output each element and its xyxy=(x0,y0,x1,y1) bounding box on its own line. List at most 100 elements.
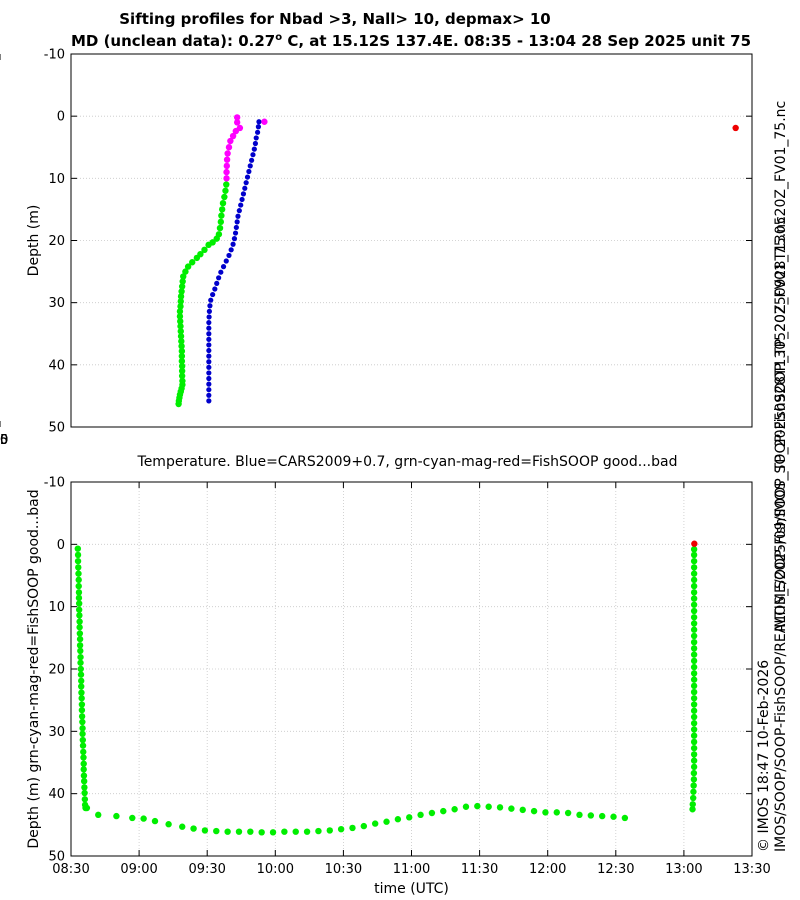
title-text-rest: C, at 15.12S 137.4E. 08:35 - 13:04 28 Se… xyxy=(282,32,752,50)
data-point-green xyxy=(690,551,698,559)
data-point-green xyxy=(176,308,184,315)
x-tick-label: 45 xyxy=(0,433,8,448)
side-path: IMOS/SOOP/SOOP-FishSOOP/REALTIME/2025/09… xyxy=(773,100,789,852)
data-point-green xyxy=(519,806,526,814)
data-point-blue xyxy=(210,291,216,298)
data-point-green xyxy=(78,713,86,720)
data-point-green xyxy=(690,626,698,633)
data-point-green xyxy=(690,632,698,640)
data-point-green xyxy=(216,224,224,232)
data-point-green xyxy=(81,796,89,803)
data-point-green xyxy=(213,235,220,242)
data-point-green xyxy=(224,828,231,835)
data-point-green xyxy=(690,776,698,783)
data-point-green xyxy=(587,812,595,819)
data-point-blue xyxy=(223,258,229,264)
data-point-green xyxy=(508,805,515,812)
data-point-green xyxy=(78,683,85,690)
data-point-green xyxy=(496,804,504,811)
y-axis-label: Depth (m) xyxy=(26,205,42,277)
data-point-blue xyxy=(232,230,239,236)
data-point-green xyxy=(77,647,84,655)
data-point-green xyxy=(690,576,698,584)
data-point-blue xyxy=(252,140,259,147)
data-point-green xyxy=(83,804,91,812)
data-point-green xyxy=(218,206,226,213)
data-point-green xyxy=(598,812,606,820)
data-point-blue xyxy=(208,297,214,303)
data-point-green xyxy=(690,682,698,690)
data-point-green xyxy=(177,298,184,305)
data-point-green xyxy=(79,736,87,744)
data-point-blue xyxy=(246,168,252,175)
data-point-green xyxy=(690,751,698,758)
y-tick-label: 50 xyxy=(48,850,65,865)
data-point-green xyxy=(76,612,83,619)
x-tick-label: 12:30 xyxy=(597,862,634,877)
data-point-green xyxy=(77,665,84,673)
data-point-blue xyxy=(206,331,212,337)
data-point-green xyxy=(690,732,698,739)
data-point-green xyxy=(690,769,698,777)
x-axis-label: time (UTC) xyxy=(374,881,449,897)
data-point-blue xyxy=(206,336,212,342)
data-point-green xyxy=(78,689,85,696)
data-point-green xyxy=(221,193,228,201)
data-point-green xyxy=(690,620,698,627)
data-point-magenta xyxy=(223,156,231,163)
y-axis-label: Depth (m) grn-cyan-mag-red=FishSOOP good… xyxy=(26,489,42,848)
x-tick-label: 08:30 xyxy=(52,862,89,877)
data-point-green xyxy=(81,784,88,791)
data-point-green xyxy=(690,701,698,708)
data-point-green xyxy=(182,268,189,275)
data-point-blue xyxy=(233,224,239,231)
y-tick-label: -10 xyxy=(44,476,65,491)
data-point-green xyxy=(77,671,85,678)
chart-panel-bottom: 08:30 09:00 09:30 10:00 10:30 11:00 11:30 12:00… xyxy=(26,476,771,898)
data-point-blue xyxy=(206,392,212,398)
data-point-green xyxy=(217,218,225,226)
data-point-green xyxy=(151,817,159,825)
data-point-blue xyxy=(244,174,251,180)
data-point-blue xyxy=(256,119,262,125)
data-point-blue xyxy=(249,157,255,163)
data-point-blue xyxy=(253,135,259,141)
data-point-green xyxy=(690,744,698,752)
data-point-green xyxy=(74,545,82,552)
data-point-green xyxy=(165,821,172,828)
data-point-green xyxy=(129,814,136,822)
data-point-green xyxy=(326,827,333,834)
data-point-green xyxy=(75,600,83,607)
data-point-blue xyxy=(234,219,240,225)
data-point-magenta xyxy=(223,162,231,170)
data-point-green xyxy=(222,187,229,194)
data-point-green xyxy=(75,576,82,584)
x-tick-label: 11:30 xyxy=(461,862,498,877)
data-point-green xyxy=(219,200,227,207)
data-point-green xyxy=(75,594,83,602)
data-point-green xyxy=(201,827,209,834)
data-point-green xyxy=(406,814,413,821)
data-point-green xyxy=(690,663,698,671)
data-point-blue xyxy=(255,124,262,130)
data-point-blue xyxy=(206,370,212,376)
data-point-green xyxy=(530,807,538,815)
data-point-green xyxy=(690,546,698,553)
data-point-green xyxy=(76,642,84,649)
data-point-green xyxy=(79,725,86,732)
data-point-blue xyxy=(230,241,236,247)
data-point-green xyxy=(218,212,225,219)
data-point-green xyxy=(690,794,697,802)
x-tick-label: 13:00 xyxy=(665,862,702,877)
data-point-green xyxy=(428,809,436,817)
data-point-blue xyxy=(206,353,212,359)
data-point-green xyxy=(80,754,87,761)
data-point-green xyxy=(690,607,698,615)
data-point-green xyxy=(690,582,698,590)
y-tick-label: 50 xyxy=(48,421,65,436)
data-point-blue xyxy=(214,280,220,286)
data-point-green xyxy=(281,828,288,835)
data-point-green xyxy=(95,811,102,819)
data-point-green xyxy=(349,824,356,832)
data-point-green xyxy=(247,828,254,835)
